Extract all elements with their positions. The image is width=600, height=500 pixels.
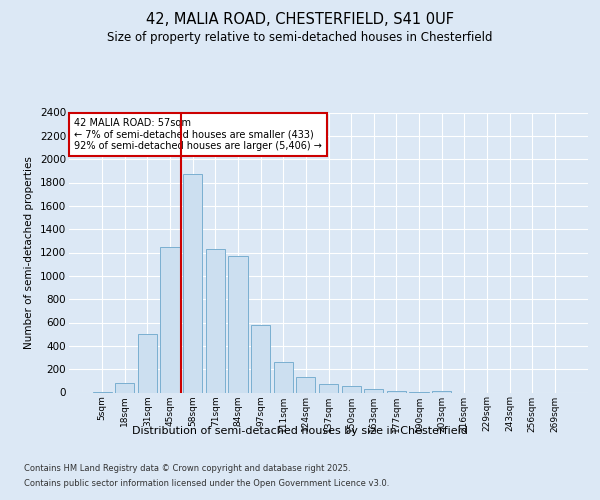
Text: Distribution of semi-detached houses by size in Chesterfield: Distribution of semi-detached houses by … <box>132 426 468 436</box>
Text: Contains public sector information licensed under the Open Government Licence v3: Contains public sector information licen… <box>24 479 389 488</box>
Bar <box>206 249 225 392</box>
Bar <box>160 246 180 392</box>
Y-axis label: Number of semi-detached properties: Number of semi-detached properties <box>25 156 34 349</box>
Bar <box>341 386 361 392</box>
Bar <box>319 384 338 392</box>
Bar <box>229 256 248 392</box>
Bar <box>138 334 157 392</box>
Text: Size of property relative to semi-detached houses in Chesterfield: Size of property relative to semi-detach… <box>107 31 493 44</box>
Bar <box>274 362 293 392</box>
Text: 42, MALIA ROAD, CHESTERFIELD, S41 0UF: 42, MALIA ROAD, CHESTERFIELD, S41 0UF <box>146 12 454 28</box>
Bar <box>251 325 270 392</box>
Text: 42 MALIA ROAD: 57sqm
← 7% of semi-detached houses are smaller (433)
92% of semi-: 42 MALIA ROAD: 57sqm ← 7% of semi-detach… <box>74 118 322 152</box>
Bar <box>183 174 202 392</box>
Bar <box>296 378 316 392</box>
Bar <box>115 383 134 392</box>
Text: Contains HM Land Registry data © Crown copyright and database right 2025.: Contains HM Land Registry data © Crown c… <box>24 464 350 473</box>
Bar <box>364 389 383 392</box>
